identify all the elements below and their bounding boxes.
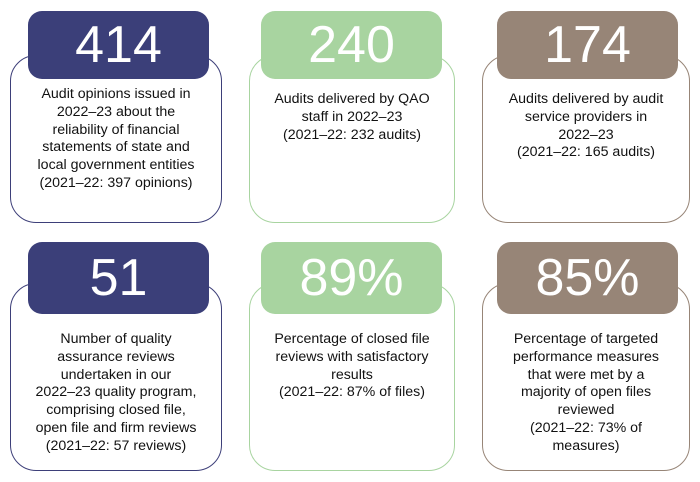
description-line: reviews with satisfactory: [275, 348, 429, 365]
description-line: staff in 2022–23: [301, 108, 403, 125]
description-line: (2021–22: 87% of files): [279, 384, 425, 401]
description-line: that were met by a: [527, 366, 645, 383]
description-line: 2022–23 quality program,: [35, 384, 197, 401]
stat-card-performance-measures: [482, 283, 690, 471]
stat-description-quality-reviews: Number of quality assurance reviews unde…: [14, 331, 218, 456]
stat-value-audit-opinions: 414: [28, 11, 209, 79]
stat-value-qao-audits: 240: [261, 11, 442, 79]
stat-card-quality-reviews: [10, 283, 222, 471]
description-line: performance measures: [513, 348, 659, 365]
stat-description-audit-opinions: Audit opinions issued in 2022–23 about t…: [14, 86, 218, 193]
description-line: 2022–23: [558, 126, 614, 143]
stat-card-provider-audits: [482, 55, 690, 223]
description-line: Percentage of closed file: [274, 331, 430, 347]
description-line: (2021–22: 165 audits): [516, 144, 656, 161]
stat-description-qao-audits: Audits delivered by QAO staff in 2022–23…: [253, 91, 451, 144]
description-line: (2021–22: 397 opinions): [39, 174, 193, 191]
description-line: Audits delivered by QAO: [274, 91, 430, 107]
description-line: assurance reviews: [57, 348, 175, 365]
description-line: (2021–22: 232 audits): [282, 126, 422, 143]
description-line: Percentage of targeted: [513, 331, 659, 347]
description-line: local government entities: [37, 157, 195, 174]
stat-value-quality-reviews: 51: [28, 242, 209, 314]
description-line: Audit opinions issued in: [41, 86, 191, 102]
description-line: open file and firm reviews: [35, 419, 197, 436]
stat-card-audit-opinions: [10, 55, 222, 223]
stat-description-closed-file-reviews: Percentage of closed file reviews with s…: [253, 331, 451, 402]
stat-description-performance-measures: Percentage of targeted performance measu…: [486, 331, 686, 456]
stat-value-provider-audits: 174: [497, 11, 678, 79]
stat-value-performance-measures: 85%: [497, 242, 678, 314]
description-line: statements of state and: [42, 139, 190, 156]
description-line: measures): [552, 437, 620, 454]
description-line: undertaken in our: [60, 366, 172, 383]
stat-card-qao-audits: [249, 55, 455, 223]
description-line: reliability of financial: [52, 121, 180, 138]
description-line: Audits delivered by audit: [508, 91, 664, 107]
description-line: service providers in: [524, 108, 648, 125]
description-line: results: [331, 366, 373, 383]
description-line: Number of quality: [60, 331, 172, 347]
description-line: majority of open files: [520, 384, 652, 401]
stat-value-closed-file-reviews: 89%: [261, 242, 442, 314]
description-line: reviewed: [557, 402, 615, 419]
description-line: (2021–22: 73% of: [529, 419, 642, 436]
stat-card-closed-file-reviews: [249, 283, 455, 471]
description-line: 2022–23 about the: [56, 103, 176, 120]
stat-description-provider-audits: Audits delivered by audit service provid…: [486, 91, 686, 162]
description-line: (2021–22: 57 reviews): [45, 437, 187, 454]
description-line: comprising closed file,: [46, 402, 186, 419]
